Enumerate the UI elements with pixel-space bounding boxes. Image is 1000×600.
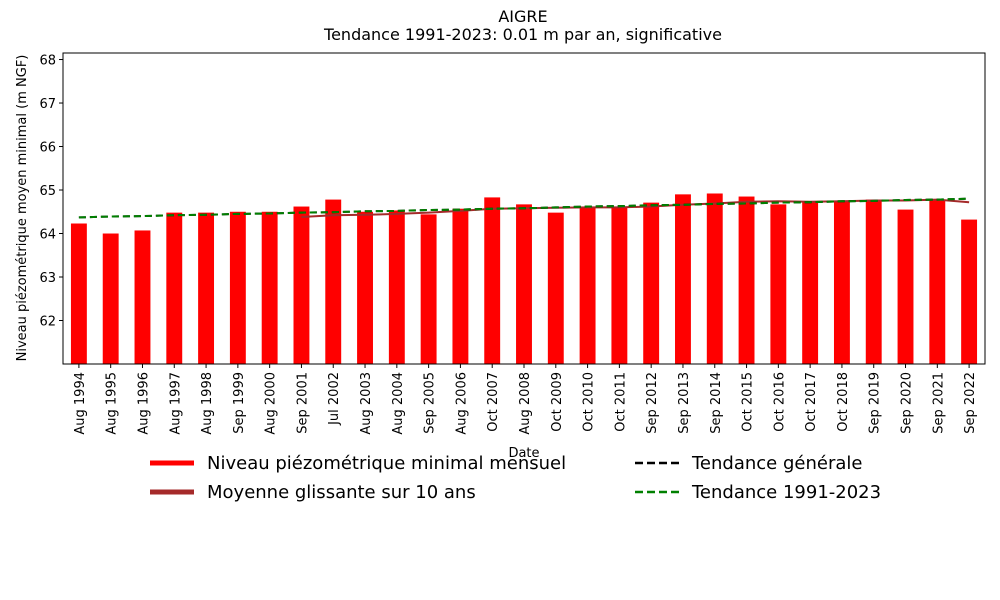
chart-title: AIGRE xyxy=(498,7,547,26)
bar xyxy=(134,230,151,364)
bar xyxy=(516,204,532,364)
x-tick-label: Oct 2009 xyxy=(550,372,565,432)
x-tick-label: Sep 2022 xyxy=(963,372,978,434)
x-axis-label: Date xyxy=(508,446,539,461)
x-tick-label: Oct 2017 xyxy=(804,372,819,432)
x-tick-label: Oct 2016 xyxy=(772,372,787,432)
legend-label: Moyenne glissante sur 10 ans xyxy=(207,482,476,503)
x-tick-label: Aug 1997 xyxy=(168,372,183,435)
bar xyxy=(325,199,342,364)
x-tick-label: Sep 2013 xyxy=(677,372,692,434)
bar xyxy=(261,211,278,364)
x-tick-label: Sep 1999 xyxy=(232,372,247,434)
bar xyxy=(547,212,564,364)
x-tick-label: Sep 2005 xyxy=(423,372,438,434)
x-tick-label: Aug 2006 xyxy=(454,372,469,435)
bar xyxy=(929,199,946,364)
x-tick-label: Aug 1994 xyxy=(73,372,88,435)
x-tick-label: Aug 2000 xyxy=(264,372,279,435)
bar xyxy=(802,201,819,364)
line-series xyxy=(301,198,970,218)
line-series xyxy=(78,197,970,219)
bar xyxy=(643,202,660,364)
bar xyxy=(833,201,850,364)
y-tick-label: 62 xyxy=(39,315,56,330)
x-tick-label: Oct 2011 xyxy=(613,372,628,432)
bar xyxy=(357,211,373,364)
bar xyxy=(706,193,723,364)
bar xyxy=(229,211,246,364)
x-tick-label: Oct 2010 xyxy=(582,372,597,432)
bar xyxy=(738,196,755,364)
y-tick-label: 63 xyxy=(39,271,56,286)
bar xyxy=(579,206,596,364)
x-tick-label: Sep 2012 xyxy=(645,372,660,434)
bar xyxy=(102,233,119,364)
x-tick-label: Oct 2007 xyxy=(486,372,501,432)
legend-label: Niveau piézométrique minimal mensuel xyxy=(207,453,566,474)
x-tick-label: Sep 2019 xyxy=(868,372,883,434)
bar xyxy=(770,204,787,364)
bar xyxy=(961,219,978,364)
bar xyxy=(484,197,501,364)
bar xyxy=(388,210,405,364)
x-tick-label: Sep 2014 xyxy=(709,372,724,434)
y-axis-label: Niveau piézométrique moyen minimal (m NG… xyxy=(15,55,30,362)
x-tick-label: Sep 2001 xyxy=(295,372,310,434)
y-tick-label: 68 xyxy=(39,54,56,69)
legend-label: Tendance 1991-2023 xyxy=(691,482,881,503)
x-tick-label: Sep 2020 xyxy=(900,372,915,434)
bar xyxy=(166,212,183,364)
x-tick-label: Aug 2004 xyxy=(391,372,406,435)
x-tick-label: Aug 1996 xyxy=(136,372,151,435)
bar xyxy=(420,214,437,364)
legend-label: Tendance générale xyxy=(691,453,862,474)
x-tick-label: Aug 1998 xyxy=(200,372,215,435)
x-tick-label: Aug 1995 xyxy=(105,372,120,435)
bar xyxy=(897,209,914,364)
bar xyxy=(865,199,882,364)
x-tick-label: Sep 2021 xyxy=(931,372,946,434)
y-tick-label: 65 xyxy=(39,184,56,199)
x-tick-label: Oct 2015 xyxy=(741,372,756,432)
bar xyxy=(675,194,691,364)
bar xyxy=(611,206,628,364)
bar xyxy=(70,223,87,364)
y-tick-label: 67 xyxy=(39,97,56,112)
x-tick-label: Jul 2002 xyxy=(327,372,342,426)
x-tick-label: Oct 2018 xyxy=(836,372,851,432)
chart-subtitle: Tendance 1991-2023: 0.01 m par an, signi… xyxy=(323,25,722,44)
y-tick-label: 64 xyxy=(39,228,56,243)
plot-frame xyxy=(62,52,986,365)
x-tick-label: Aug 2008 xyxy=(518,372,533,435)
bar xyxy=(198,212,215,364)
y-tick-label: 66 xyxy=(39,141,56,156)
bar xyxy=(293,206,310,364)
x-tick-label: Aug 2003 xyxy=(359,372,374,435)
bar xyxy=(452,208,469,364)
